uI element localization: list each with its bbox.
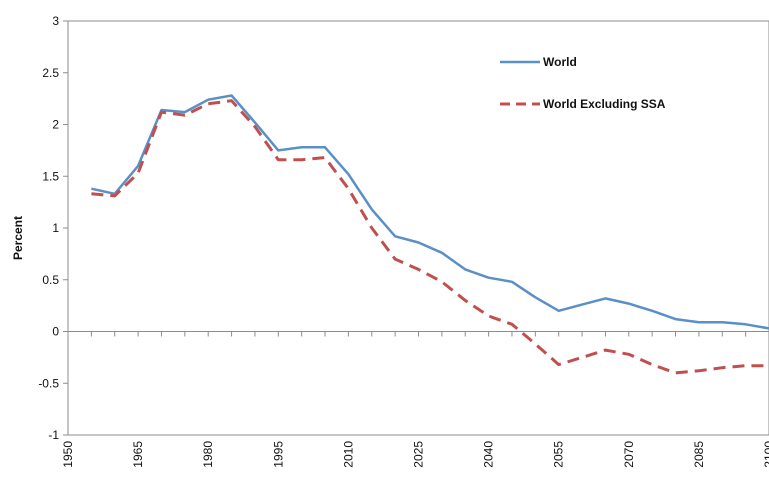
x-tick-label: 1950 bbox=[61, 441, 75, 468]
series-line-0 bbox=[91, 94, 769, 330]
y-tick-label: 2.5 bbox=[42, 66, 59, 80]
x-tick-label: 2025 bbox=[412, 441, 426, 468]
y-tick-label: -1 bbox=[48, 428, 59, 442]
y-tick-label: 0.5 bbox=[42, 273, 59, 287]
y-tick-label: 3 bbox=[52, 14, 59, 28]
x-tick-label: 2070 bbox=[622, 441, 636, 468]
y-tick-label: -0.5 bbox=[38, 376, 59, 390]
y-tick-label: 2 bbox=[52, 118, 59, 132]
x-tick-label: 1980 bbox=[201, 441, 215, 468]
plot-border bbox=[67, 20, 769, 436]
series-layer bbox=[91, 94, 769, 375]
x-tick-label: 1995 bbox=[271, 441, 285, 468]
legend: World World Excluding SSA bbox=[500, 55, 666, 111]
x-tick-label: 2085 bbox=[692, 441, 706, 468]
axes: -1 -0.5 0 0.5 1 1.5 2 2.5 3 1950 1965 1980 1995 2010 2… bbox=[38, 14, 769, 468]
y-axis-title: Percent bbox=[11, 216, 25, 260]
y-tick-label: 1 bbox=[52, 221, 59, 235]
x-tick-label: 1965 bbox=[131, 441, 145, 468]
y-tick-label: 1.5 bbox=[42, 169, 59, 183]
y-tick-label: 0 bbox=[52, 325, 59, 339]
x-tick-label: 2100 bbox=[762, 441, 769, 468]
series-line-1 bbox=[91, 99, 769, 375]
x-tick-label: 2040 bbox=[482, 441, 496, 468]
x-tick-label: 2055 bbox=[552, 441, 566, 468]
legend-label-0: World bbox=[543, 55, 577, 69]
x-tick-label: 2010 bbox=[341, 441, 355, 468]
legend-label-1: World Excluding SSA bbox=[543, 97, 666, 111]
